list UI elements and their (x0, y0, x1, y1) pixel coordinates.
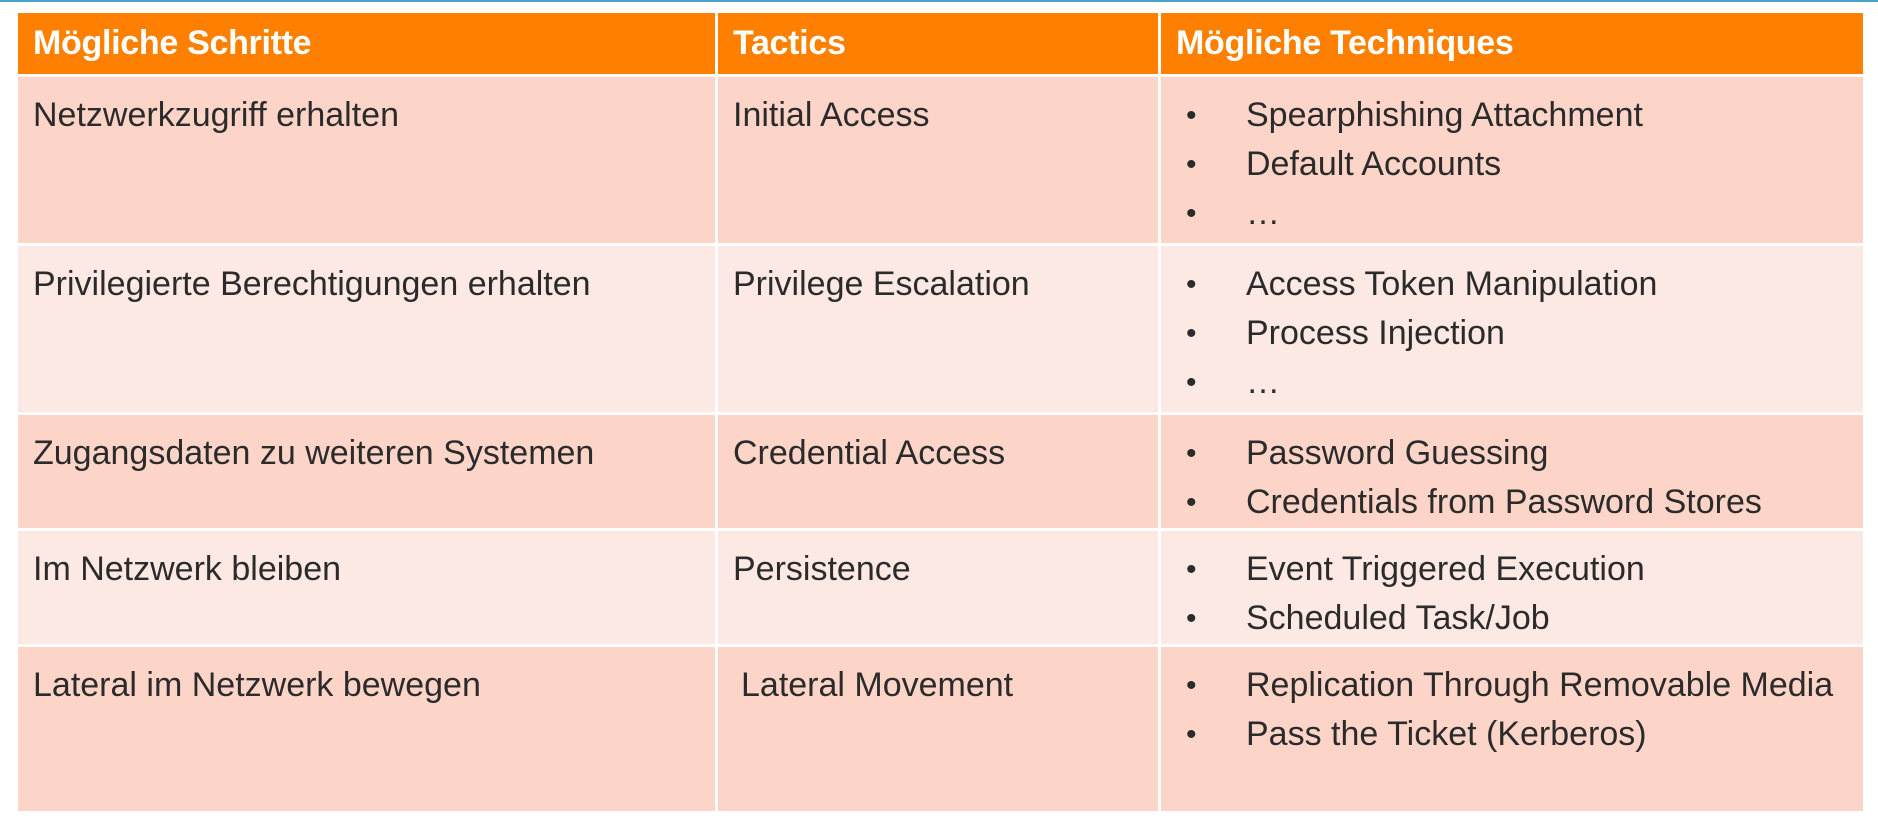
bullet: • (1186, 602, 1197, 635)
cell-techniques: • Spearphishing Attachment • Default Accou… (1161, 77, 1863, 246)
bullet: • (1186, 197, 1197, 230)
bullet: • (1186, 268, 1197, 301)
cell-techniques: • Password Guessing • Credentials from Pas… (1161, 415, 1863, 531)
cell-techniques: • Replication Through Removable Media • Pa… (1161, 647, 1863, 814)
bullet: • (1186, 437, 1197, 470)
technique-text: … (1246, 194, 1280, 232)
cell-step: Netzwerkzugriff erhalten (18, 77, 718, 246)
technique-text: … (1246, 363, 1280, 401)
list-item: • Credentials from Password Stores (1176, 478, 1863, 527)
attack-steps-table: Mögliche Schritte Tactics Mögliche Techn… (18, 13, 1863, 814)
cell-tactic: Persistence (718, 531, 1161, 647)
technique-text: Pass the Ticket (Kerberos) (1246, 715, 1647, 753)
techniques-list: • Event Triggered Execution • Scheduled Ta… (1176, 545, 1863, 643)
cell-step: Zugangsdaten zu weiteren Systemen (18, 415, 718, 531)
list-item: • Spearphishing Attachment (1176, 91, 1863, 140)
table-header-row: Mögliche Schritte Tactics Mögliche Techn… (18, 13, 1863, 77)
technique-text: Spearphishing Attachment (1246, 96, 1643, 134)
bullet: • (1186, 148, 1197, 181)
cell-tactic: Privilege Escalation (718, 246, 1161, 415)
techniques-list: • Password Guessing • Credentials from Pas… (1176, 429, 1863, 527)
technique-text: Scheduled Task/Job (1246, 599, 1550, 637)
table-row: Zugangsdaten zu weiteren Systemen Creden… (18, 415, 1863, 531)
list-item: •… (1176, 189, 1863, 238)
cell-step: Lateral im Netzwerk bewegen (18, 647, 718, 814)
bullet: • (1186, 553, 1197, 586)
cell-tactic: Credential Access (718, 415, 1161, 531)
cell-tactic: Initial Access (718, 77, 1161, 246)
list-item: • Pass the Ticket (Kerberos) (1176, 710, 1863, 759)
bullet: • (1186, 669, 1197, 702)
list-item: • Event Triggered Execution (1176, 545, 1863, 594)
bullet: • (1186, 486, 1197, 519)
technique-text: Process Injection (1246, 314, 1505, 352)
cell-step: Im Netzwerk bleiben (18, 531, 718, 647)
list-item: • Access Token Manipulation (1176, 260, 1863, 309)
cell-step: Privilegierte Berechtigungen erhalten (18, 246, 718, 415)
list-item: •… (1176, 358, 1863, 407)
cell-techniques: • Access Token Manipulation • Process Inje… (1161, 246, 1863, 415)
bullet: • (1186, 317, 1197, 350)
technique-text: Replication Through Removable Media (1246, 666, 1834, 704)
list-item: • Process Injection (1176, 309, 1863, 358)
attack-table-container: Mögliche Schritte Tactics Mögliche Techn… (18, 13, 1863, 814)
technique-text: Credentials from Password Stores (1246, 483, 1762, 521)
table-row: Netzwerkzugriff erhalten Initial Access … (18, 77, 1863, 246)
list-item: • Scheduled Task/Job (1176, 594, 1863, 643)
bullet: • (1186, 99, 1197, 132)
technique-text: Default Accounts (1246, 145, 1502, 183)
table-row: Lateral im Netzwerk bewegen Lateral Move… (18, 647, 1863, 814)
list-item: • Replication Through Removable Media (1176, 661, 1863, 710)
header-techniques: Mögliche Techniques (1161, 13, 1863, 77)
techniques-list: • Access Token Manipulation • Process Inje… (1176, 260, 1863, 407)
list-item: • Password Guessing (1176, 429, 1863, 478)
header-tactics: Tactics (718, 13, 1161, 77)
list-item: • Default Accounts (1176, 140, 1863, 189)
top-accent-line (0, 0, 1878, 2)
table-row: Privilegierte Berechtigungen erhalten Pr… (18, 246, 1863, 415)
technique-text: Access Token Manipulation (1246, 265, 1658, 303)
technique-text: Password Guessing (1246, 434, 1549, 472)
cell-tactic: Lateral Movement (718, 647, 1161, 814)
table-row: Im Netzwerk bleiben Persistence • Event T… (18, 531, 1863, 647)
cell-techniques: • Event Triggered Execution • Scheduled Ta… (1161, 531, 1863, 647)
techniques-list: • Replication Through Removable Media • Pa… (1176, 661, 1863, 759)
technique-text: Event Triggered Execution (1246, 550, 1645, 588)
bullet: • (1186, 718, 1197, 751)
bullet: • (1186, 366, 1197, 399)
techniques-list: • Spearphishing Attachment • Default Accou… (1176, 91, 1863, 238)
header-steps: Mögliche Schritte (18, 13, 718, 77)
